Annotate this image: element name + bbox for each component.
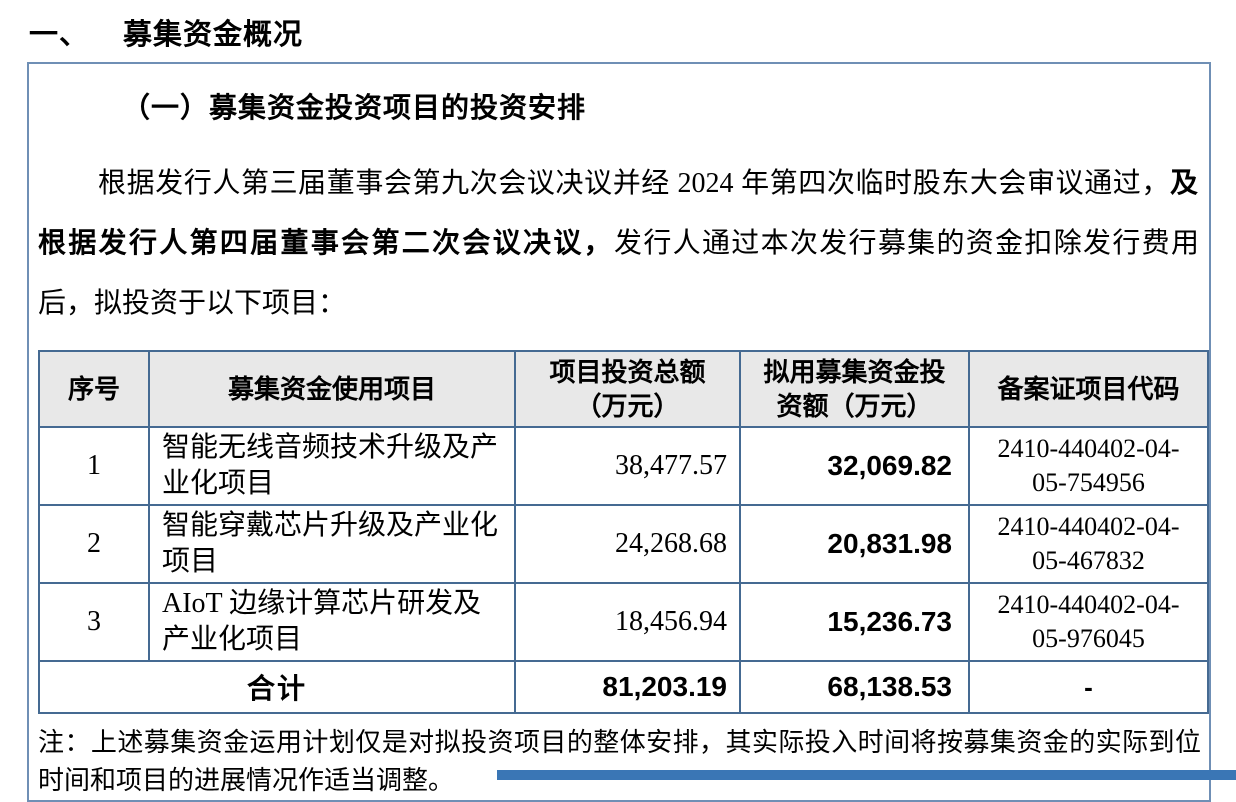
row-no: 2 [38, 504, 150, 584]
header-no: 序号 [38, 350, 150, 428]
row-project: AIoT 边缘计算芯片研发及产业化项目 [148, 582, 516, 662]
table-total-row: 合计 81,203.19 68,138.53 - [38, 660, 1209, 714]
section-number: 一、 [29, 19, 90, 51]
row-no: 3 [38, 582, 150, 662]
table-row: 3 AIoT 边缘计算芯片研发及产业化项目 18,456.94 15,236.7… [38, 582, 1209, 662]
fundraising-projects-table: 序号 募集资金使用项目 项目投资总额 （万元） 拟用募集资金投 资额（万元） 备… [38, 350, 1209, 714]
section-title: 募集资金概况 [123, 19, 304, 51]
bottom-blue-bar [497, 770, 1236, 780]
table-row: 1 智能无线音频技术升级及产业化项目 38,477.57 32,069.82 2… [38, 426, 1209, 506]
table-row: 2 智能穿戴芯片升级及产业化项目 24,268.68 20,831.98 241… [38, 504, 1209, 584]
total-label: 合计 [38, 660, 516, 714]
row-raised-funds: 15,236.73 [739, 582, 970, 662]
total-record-code: - [968, 660, 1209, 714]
row-total-investment: 18,456.94 [514, 582, 741, 662]
header-project: 募集资金使用项目 [148, 350, 516, 428]
row-project: 智能穿戴芯片升级及产业化项目 [148, 504, 516, 584]
footnote: 注：上述募集资金运用计划仅是对拟投资项目的整体安排，其实际投入时间将按募集资金的… [38, 728, 1201, 795]
row-record-code: 2410-440402-04- 05-754956 [968, 426, 1209, 506]
row-raised-funds: 20,831.98 [739, 504, 970, 584]
row-record-code: 2410-440402-04- 05-976045 [968, 582, 1209, 662]
document-frame: （一）募集资金投资项目的投资安排 根据发行人第三届董事会第九次会议决议并经 20… [27, 62, 1211, 802]
total-investment-sum: 81,203.19 [514, 660, 741, 714]
page-title: 一、 募集资金概况 [0, 0, 1236, 53]
table-header-row: 序号 募集资金使用项目 项目投资总额 （万元） 拟用募集资金投 资额（万元） 备… [38, 350, 1209, 428]
paragraph-tail: 发行人通过本次发行募集的资金扣除发行费用后，拟投资于以下项目： [38, 228, 1199, 319]
row-record-code: 2410-440402-04- 05-467832 [968, 504, 1209, 584]
row-no: 1 [38, 426, 150, 506]
row-project: 智能无线音频技术升级及产业化项目 [148, 426, 516, 506]
header-total-investment: 项目投资总额 （万元） [514, 350, 741, 428]
paragraph-lead: 根据发行人第三届董事会第九次会议决议并经 2024 年第四次临时股东大会审议通过… [98, 168, 1170, 199]
sub-section-title: （一）募集资金投资项目的投资安排 [122, 92, 587, 123]
header-record-code: 备案证项目代码 [968, 350, 1209, 428]
raised-funds-sum: 68,138.53 [739, 660, 970, 714]
row-raised-funds: 32,069.82 [739, 426, 970, 506]
paragraph-bold-run: 及根据发行人第四届董事会第二次会议决议， [38, 168, 1199, 259]
row-total-investment: 38,477.57 [514, 426, 741, 506]
header-raised-funds: 拟用募集资金投 资额（万元） [739, 350, 970, 428]
row-total-investment: 24,268.68 [514, 504, 741, 584]
intro-paragraph: 根据发行人第三届董事会第九次会议决议并经 2024 年第四次临时股东大会审议通过… [38, 154, 1199, 334]
